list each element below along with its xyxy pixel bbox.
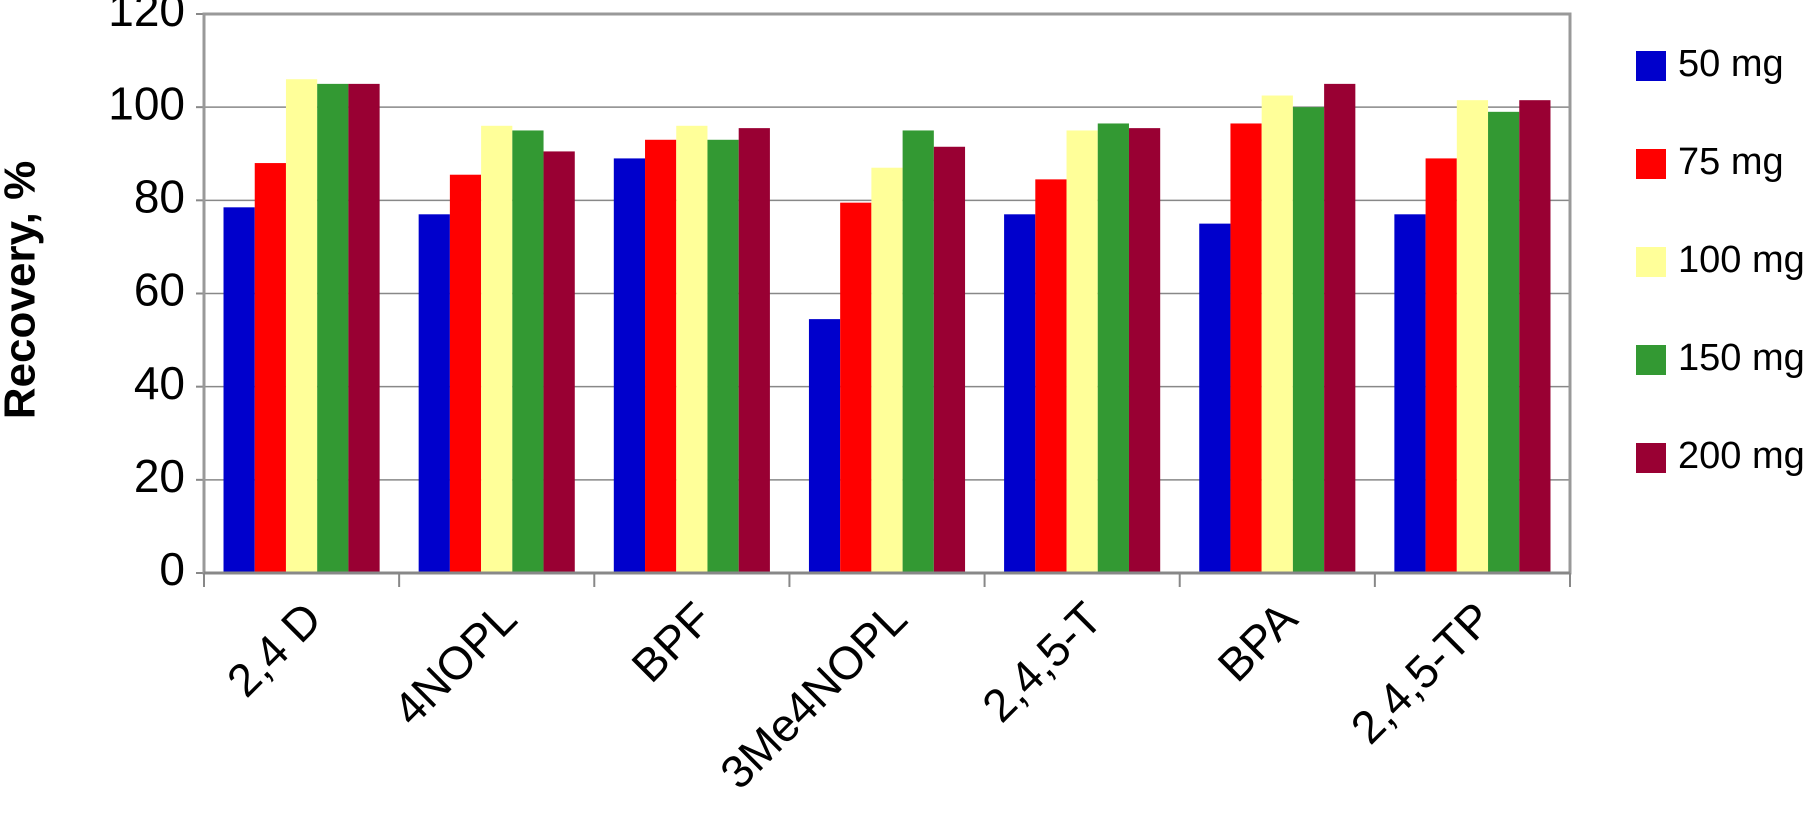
bar bbox=[1230, 123, 1262, 574]
bar bbox=[738, 128, 770, 574]
bar bbox=[223, 207, 255, 573]
bar bbox=[512, 130, 544, 574]
bar bbox=[1292, 107, 1325, 574]
bar bbox=[254, 163, 286, 574]
bar bbox=[1128, 128, 1161, 574]
legend-label: 100 mg bbox=[1678, 239, 1805, 281]
bar bbox=[348, 83, 380, 573]
bar bbox=[1199, 223, 1231, 573]
y-tick-label: 120 bbox=[108, 0, 185, 36]
legend-swatch bbox=[1636, 345, 1666, 375]
bar bbox=[1324, 83, 1356, 573]
x-tick-label: 4NOPL bbox=[383, 592, 526, 735]
legend-swatch bbox=[1636, 247, 1666, 277]
bar bbox=[1425, 158, 1457, 574]
legend-label: 200 mg bbox=[1678, 435, 1805, 477]
bar bbox=[1261, 95, 1293, 573]
legend-label: 150 mg bbox=[1678, 337, 1805, 379]
y-axis-title: Recovery, % bbox=[0, 161, 45, 419]
bar bbox=[1488, 111, 1520, 573]
bar bbox=[707, 139, 739, 573]
legend-swatch bbox=[1636, 443, 1666, 473]
bar bbox=[317, 83, 349, 573]
x-tick-label: BPF bbox=[621, 592, 721, 692]
y-tick-label: 80 bbox=[134, 170, 185, 222]
bar bbox=[1456, 100, 1489, 573]
bar bbox=[902, 130, 934, 574]
bar bbox=[418, 214, 450, 573]
bar bbox=[871, 167, 903, 573]
x-tick-label: 2,4,5-T bbox=[972, 592, 1112, 732]
x-tick-label: 3Me4NOPL bbox=[710, 592, 917, 799]
legend-swatch bbox=[1636, 149, 1666, 179]
bar bbox=[1035, 179, 1067, 573]
bar bbox=[543, 151, 575, 573]
y-tick-label: 100 bbox=[108, 77, 185, 129]
legend-label: 75 mg bbox=[1678, 141, 1784, 183]
y-tick-label: 20 bbox=[134, 450, 185, 502]
bar bbox=[676, 125, 708, 574]
x-tick-label: BPA bbox=[1208, 592, 1308, 692]
bar bbox=[933, 146, 966, 573]
y-tick-label: 40 bbox=[134, 357, 185, 409]
bar bbox=[449, 174, 482, 573]
bar bbox=[1519, 100, 1551, 573]
bar bbox=[1004, 214, 1036, 573]
bar bbox=[1394, 214, 1426, 573]
bar bbox=[1097, 123, 1129, 574]
bar bbox=[808, 319, 841, 573]
bar bbox=[481, 125, 513, 574]
x-tick-label: 2,4,5-TP bbox=[1341, 592, 1503, 754]
legend-label: 50 mg bbox=[1678, 43, 1784, 85]
legend-swatch bbox=[1636, 51, 1666, 81]
bar bbox=[840, 202, 872, 573]
bar bbox=[285, 79, 318, 573]
bar bbox=[613, 158, 646, 574]
bar bbox=[1066, 130, 1098, 574]
y-tick-label: 60 bbox=[134, 264, 185, 316]
y-tick-label: 0 bbox=[159, 543, 185, 595]
x-tick-label: 2,4 D bbox=[217, 592, 332, 707]
bar bbox=[645, 139, 677, 573]
